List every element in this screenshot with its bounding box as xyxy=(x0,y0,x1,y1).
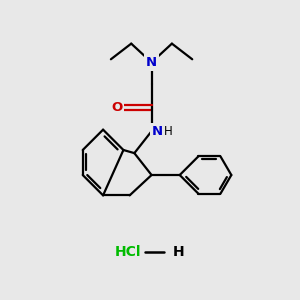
Text: O: O xyxy=(111,101,122,114)
Text: H: H xyxy=(172,245,184,259)
Text: HCl: HCl xyxy=(115,245,141,259)
Text: N: N xyxy=(152,125,163,138)
Text: N: N xyxy=(146,56,157,69)
Text: H: H xyxy=(164,125,172,138)
